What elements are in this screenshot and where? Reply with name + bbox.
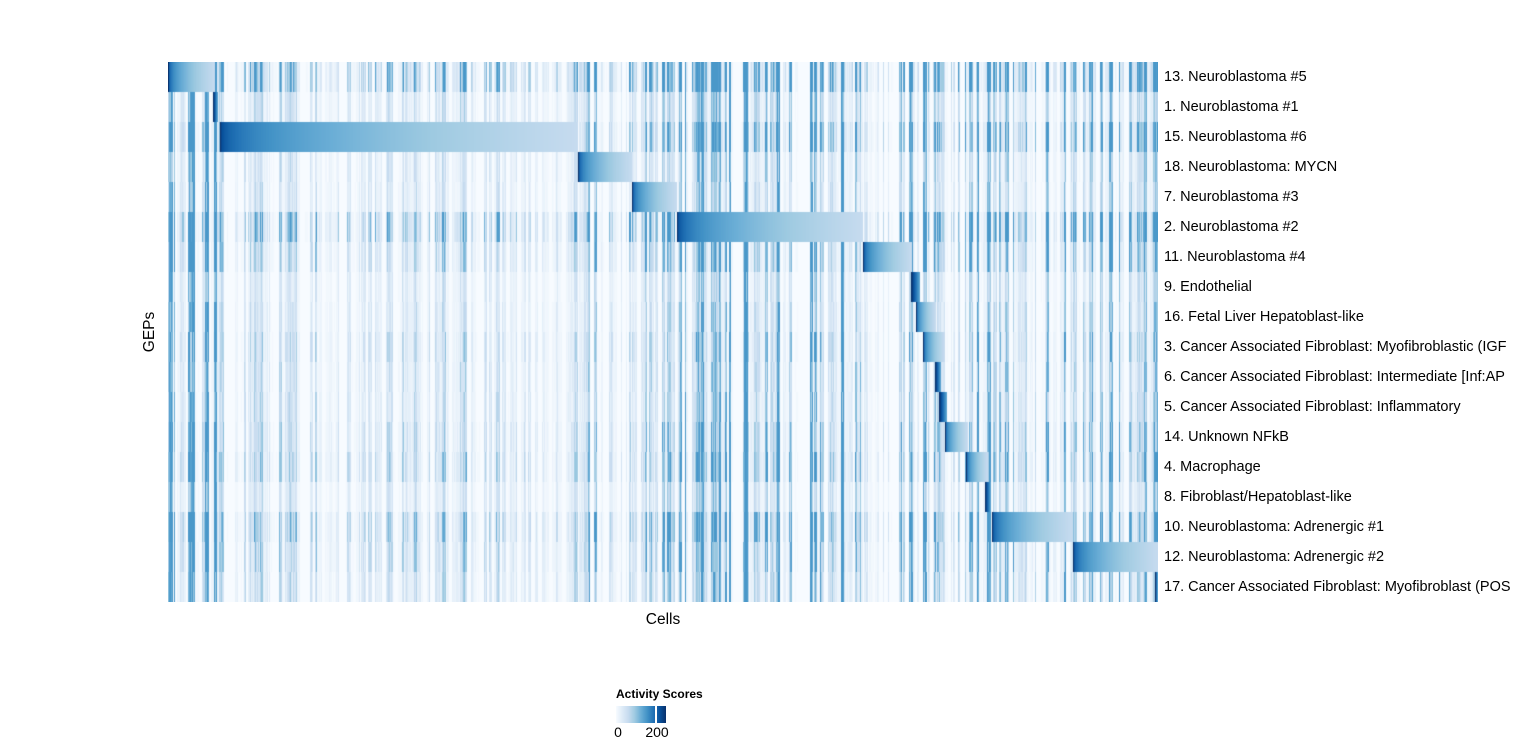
- legend-max-label: 200: [645, 724, 669, 740]
- row-label: 13. Neuroblastoma #5: [1164, 69, 1307, 85]
- row-label: 15. Neuroblastoma #6: [1164, 129, 1307, 145]
- y-axis-label: GEPs: [141, 311, 158, 353]
- row-label: 4. Macrophage: [1164, 459, 1261, 475]
- colorbar-gradient: [616, 706, 666, 723]
- row-label: 18. Neuroblastoma: MYCN: [1164, 159, 1338, 175]
- row-label: 12. Neuroblastoma: Adrenergic #2: [1164, 549, 1385, 565]
- row-label: 8. Fibroblast/Hepatoblast-like: [1164, 489, 1352, 505]
- row-label: 17. Cancer Associated Fibroblast: Myofib…: [1164, 579, 1511, 595]
- row-label: 10. Neuroblastoma: Adrenergic #1: [1164, 519, 1385, 535]
- legend-title: Activity Scores: [616, 687, 703, 701]
- row-label: 6. Cancer Associated Fibroblast: Interme…: [1164, 369, 1505, 385]
- colorbar-legend: Activity Scores 0 200: [614, 687, 703, 740]
- legend-min-label: 0: [614, 724, 622, 740]
- row-label: 11. Neuroblastoma #4: [1164, 249, 1306, 265]
- heatmap: [168, 62, 1158, 602]
- row-label: 9. Endothelial: [1164, 279, 1252, 295]
- row-label: 16. Fetal Liver Hepatoblast-like: [1164, 309, 1364, 325]
- row-label: 5. Cancer Associated Fibroblast: Inflamm…: [1164, 399, 1461, 415]
- row-labels: 13. Neuroblastoma #5 1. Neuroblastoma #1 1…: [1164, 62, 1540, 602]
- x-axis-label: Cells: [645, 611, 681, 628]
- colorbar-tick-200: [655, 706, 657, 723]
- row-label: 1. Neuroblastoma #1: [1164, 99, 1299, 115]
- row-label: 2. Neuroblastoma #2: [1164, 219, 1299, 235]
- row-label: 14. Unknown NFkB: [1164, 429, 1289, 445]
- row-label: 7. Neuroblastoma #3: [1164, 189, 1299, 205]
- row-label: 3. Cancer Associated Fibroblast: Myofibr…: [1164, 339, 1507, 355]
